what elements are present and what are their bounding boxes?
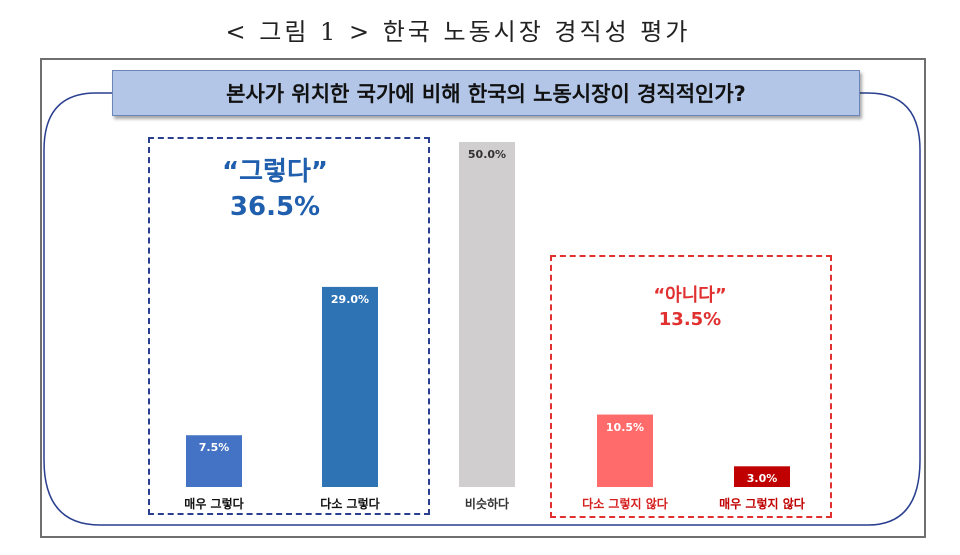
bars-group bbox=[186, 142, 790, 487]
bar-value-label-2: 29.0% bbox=[330, 292, 370, 306]
yes-group-box bbox=[148, 137, 430, 515]
bar-value-label-3: 50.0% bbox=[467, 148, 507, 161]
rounded-frame bbox=[43, 92, 921, 526]
chart-title: 본사가 위치한 국가에 비해 한국의 노동시장이 경직적인가? bbox=[112, 70, 860, 116]
page-title: < 그림 1 > 한국 노동시장 경직성 평가 bbox=[225, 18, 691, 46]
bar-5 bbox=[734, 466, 790, 487]
category-label-2: 다소 그렇다 bbox=[320, 497, 380, 511]
no-group-total: 13.5% bbox=[658, 309, 722, 330]
outer-frame bbox=[40, 58, 926, 538]
yes-group-quote: “그렇다” bbox=[222, 157, 328, 187]
bar-3 bbox=[459, 142, 515, 487]
bar-1 bbox=[186, 435, 242, 487]
yes-group-total: 36.5% bbox=[229, 192, 321, 222]
bar-2 bbox=[322, 286, 378, 487]
bar-value-label-5: 3.0% bbox=[746, 472, 778, 486]
bar-value-label-4: 10.5% bbox=[605, 420, 645, 434]
no-group-box bbox=[550, 255, 832, 518]
bar-4 bbox=[597, 414, 653, 487]
category-label-1: 매우 그렇다 bbox=[184, 497, 244, 511]
category-label-3: 비슷하다 bbox=[464, 497, 510, 511]
category-label-4: 다소 그렇지 않다 bbox=[582, 497, 668, 511]
no-group-quote: “아니다” bbox=[653, 285, 727, 306]
bar-value-label-1: 7.5% bbox=[198, 441, 230, 455]
category-label-5: 매우 그렇지 않다 bbox=[719, 497, 805, 511]
